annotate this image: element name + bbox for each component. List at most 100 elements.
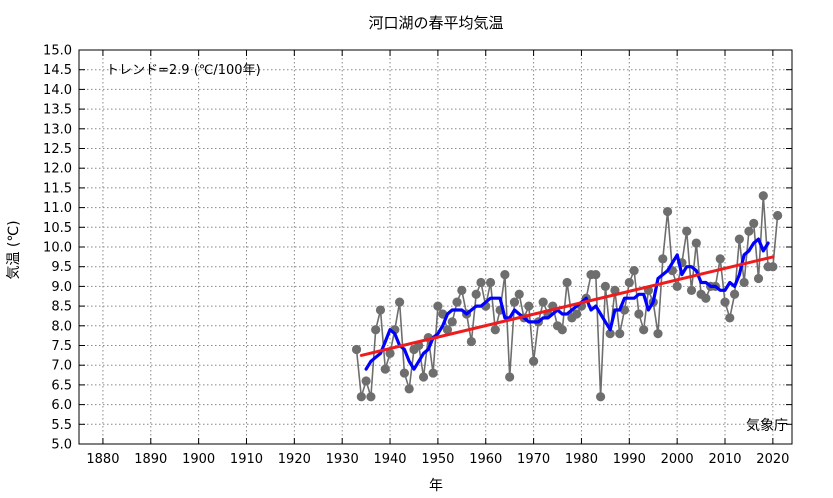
x-tick-label: 1920 [278,452,311,467]
annual-point [749,218,759,228]
annual-point [524,301,534,311]
annual-point [768,262,778,272]
annual-point [447,317,457,327]
x-tick-label: 1990 [613,452,646,467]
trend-label: トレンド=2.9 (℃/100年) [106,63,261,78]
annual-point [395,297,405,307]
annual-point [509,297,520,307]
annual-point [418,372,429,382]
annual-point [366,392,376,402]
annual-point [490,325,500,335]
annual-point [715,254,725,264]
annual-point [758,191,768,201]
annual-point [672,281,682,291]
annual-point [639,325,649,335]
trend-series [359,255,775,357]
x-tick-label: 2010 [708,452,741,467]
x-tick-label: 1900 [182,452,215,467]
annual-point [356,392,366,402]
y-tick-label: 8.0 [51,319,72,334]
x-tick-label: 1960 [469,452,502,467]
annual-point [433,301,443,311]
annual-line [355,195,779,398]
annual-point [500,269,510,280]
annual-point [729,289,740,299]
annual-point [514,289,524,299]
y-tick-label: 9.5 [51,260,72,275]
annual-point [428,368,438,378]
annual-point [452,297,462,307]
trend-line [359,255,775,357]
x-tick-label: 1890 [134,452,167,467]
annual-point [557,325,567,335]
annual-point [739,277,749,288]
annual-point [624,277,634,288]
annual-point [471,289,481,299]
annual-point [662,206,673,217]
annual-point [682,226,692,236]
annual-point [375,305,386,315]
annual-point [442,325,453,335]
annual-point [686,285,697,295]
y-tick-label: 5.0 [51,438,72,453]
annual-point [591,269,601,280]
annual-point [371,325,381,335]
x-tick-label: 1940 [373,452,406,467]
annual-point [485,277,496,288]
annual-point [457,285,467,295]
y-tick-label: 9.0 [51,280,72,295]
y-tick-label: 10.5 [43,221,72,236]
annual-point [380,364,390,374]
annual-point [725,313,735,323]
x-tick-label: 2020 [756,452,789,467]
y-tick-label: 12.5 [43,142,72,157]
chart-title: 河口湖の春平均気温 [368,14,503,32]
annual-point [385,348,395,358]
annual-point [572,309,582,319]
annual-point [399,368,409,378]
x-axis-label: 年 [429,478,443,494]
x-tick-label: 1950 [421,452,454,467]
annual-point [634,309,644,319]
moving-average-series [364,237,770,371]
annual-point [629,266,639,276]
x-tick-label: 1910 [230,452,263,467]
annual-point [615,329,625,339]
y-tick-label: 10.0 [43,241,72,256]
annual-point [605,329,615,339]
x-tick-label: 1980 [565,452,598,467]
annual-point [701,293,711,303]
annual-point [658,254,668,264]
moving-average-line [364,237,770,371]
annual-point [528,356,539,366]
y-ticks: 5.0 5.5 6.0 6.5 7.0 7.5 8.0 8.5 9.0 9.5 10.0 10.5 11… [43,44,792,453]
y-tick-label: 6.5 [51,378,72,393]
annual-point [562,277,572,288]
x-tick-label: 1880 [86,452,119,467]
annual-point [361,376,371,386]
annual-point [466,336,476,347]
y-tick-label: 11.5 [43,181,72,196]
annual-point [691,238,701,248]
y-tick-label: 14.0 [43,83,72,98]
source-label: 気象庁 [746,418,788,434]
y-tick-label: 5.5 [51,418,72,433]
y-tick-label: 13.5 [43,103,72,118]
y-axis-label: 気温 (℃) [6,220,22,279]
y-tick-label: 7.0 [51,359,72,374]
annual-point [476,277,486,288]
y-tick-label: 14.5 [43,63,72,78]
y-tick-label: 15.0 [43,44,72,59]
y-tick-label: 11.0 [43,201,72,216]
annual-point [351,344,362,355]
annual-point [653,329,663,339]
x-tick-label: 1930 [326,452,359,467]
y-tick-label: 12.0 [43,162,72,177]
annual-point [720,297,730,307]
y-tick-label: 13.0 [43,122,72,137]
y-tick-label: 7.5 [51,339,72,354]
annual-point [595,392,606,402]
annual-point [404,384,414,394]
annual-point [505,372,515,382]
